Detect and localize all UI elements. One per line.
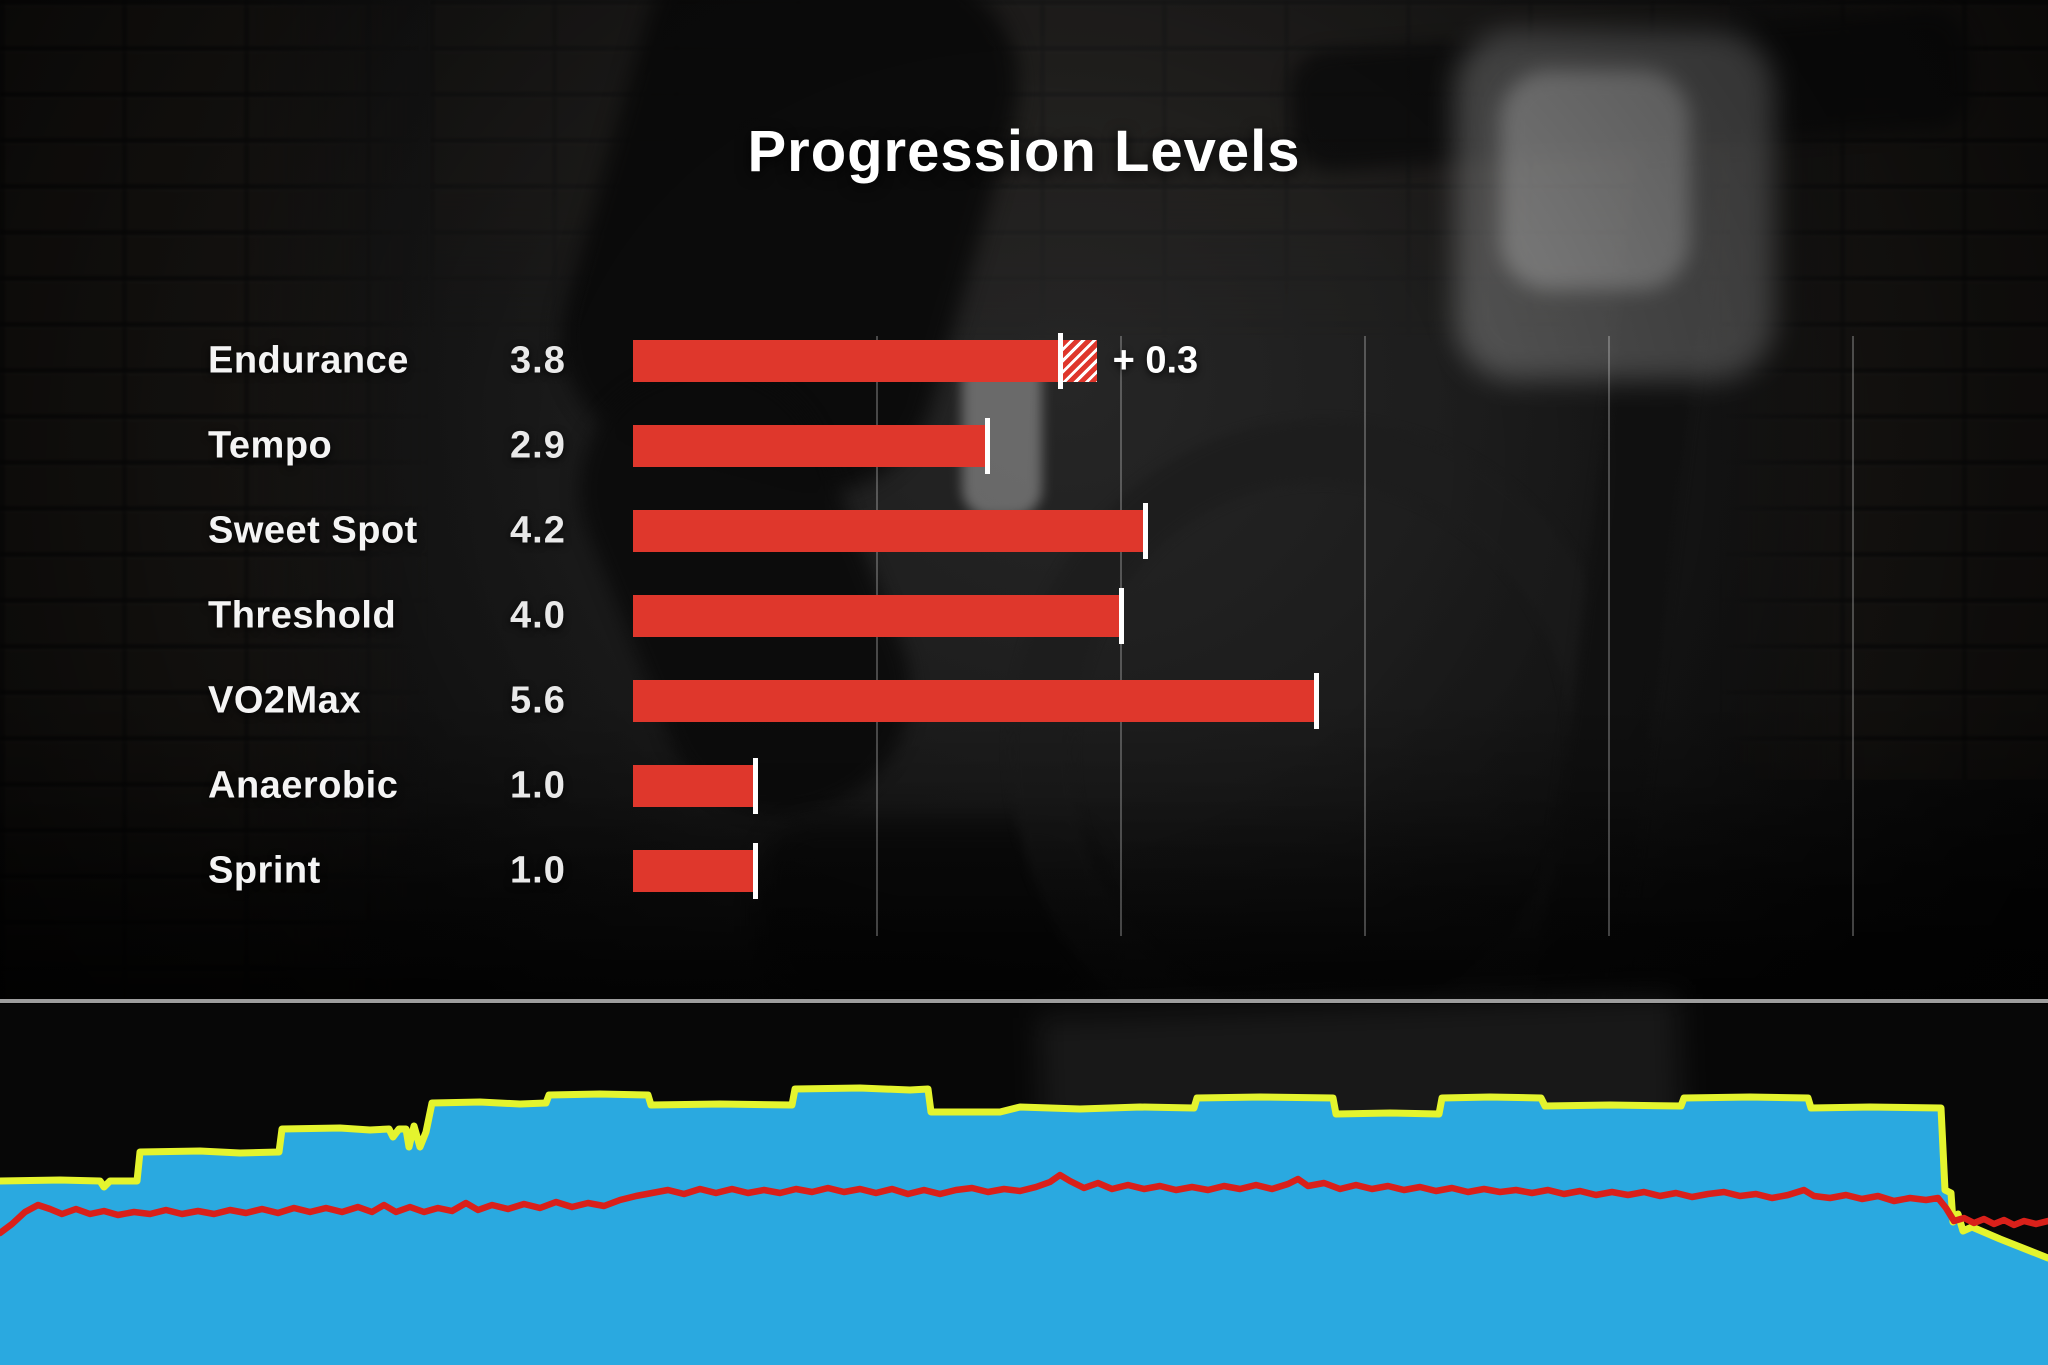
- level-gain-label: + 0.3: [1112, 339, 1199, 381]
- zone-level-value: 5.6: [510, 679, 566, 721]
- level-tick: [1314, 672, 1320, 729]
- level-bar-area: [633, 828, 1853, 913]
- level-bar-area: [633, 573, 1853, 658]
- level-bar-area: [633, 403, 1853, 488]
- zone-label: Anaerobic: [208, 764, 399, 806]
- level-tick: [1058, 332, 1063, 389]
- workout-graph: [0, 1084, 2048, 1365]
- level-tick: [984, 417, 990, 474]
- power-outline: [0, 1084, 2048, 1262]
- zone-level-value: 1.0: [510, 764, 566, 806]
- level-bar: [633, 764, 755, 807]
- progression-row: Sprint 1.0: [0, 828, 2048, 913]
- level-bar: [633, 849, 755, 892]
- level-tick: [753, 842, 758, 899]
- level-tick: [1143, 502, 1149, 559]
- progression-row: Threshold 4.0: [0, 573, 2048, 658]
- heart-rate-line: [0, 1171, 2048, 1237]
- level-bar-area: [633, 658, 1853, 743]
- progression-row: Endurance 3.8 + 0.3: [0, 318, 2048, 403]
- zone-label: Sprint: [208, 849, 321, 891]
- progression-levels-chart: Endurance 3.8 + 0.3 Tempo 2.9 Sweet Spot 4.2 Th…: [0, 318, 2048, 913]
- progression-row: Tempo 2.9: [0, 403, 2048, 488]
- level-bar: [633, 339, 1060, 382]
- page-title: Progression Levels: [747, 119, 1301, 184]
- zone-level-value: 1.0: [510, 849, 566, 891]
- zone-label: Threshold: [208, 594, 397, 636]
- zone-label: Endurance: [208, 339, 409, 381]
- zone-label: Tempo: [208, 424, 333, 466]
- level-gain-hatch: [1063, 339, 1097, 382]
- progression-row: Anaerobic 1.0: [0, 743, 2048, 828]
- zone-level-value: 4.2: [510, 509, 566, 551]
- zone-level-value: 2.9: [510, 424, 566, 466]
- zone-level-value: 4.0: [510, 594, 566, 636]
- progression-row: VO2Max 5.6: [0, 658, 2048, 743]
- level-bar: [633, 509, 1146, 552]
- power-area-fill: [0, 1088, 2048, 1365]
- progression-row: Sweet Spot 4.2: [0, 488, 2048, 573]
- level-bar-area: + 0.3: [633, 318, 1853, 403]
- level-tick: [753, 757, 758, 814]
- level-bar: [633, 424, 987, 467]
- level-bar: [633, 594, 1121, 637]
- level-bar: [633, 679, 1317, 722]
- zone-label: Sweet Spot: [208, 509, 418, 551]
- level-bar-area: [633, 488, 1853, 573]
- zone-level-value: 3.8: [510, 339, 566, 381]
- level-tick: [1119, 587, 1124, 644]
- level-bar-area: [633, 743, 1853, 828]
- section-divider: [0, 999, 2048, 1003]
- zone-label: VO2Max: [208, 679, 361, 721]
